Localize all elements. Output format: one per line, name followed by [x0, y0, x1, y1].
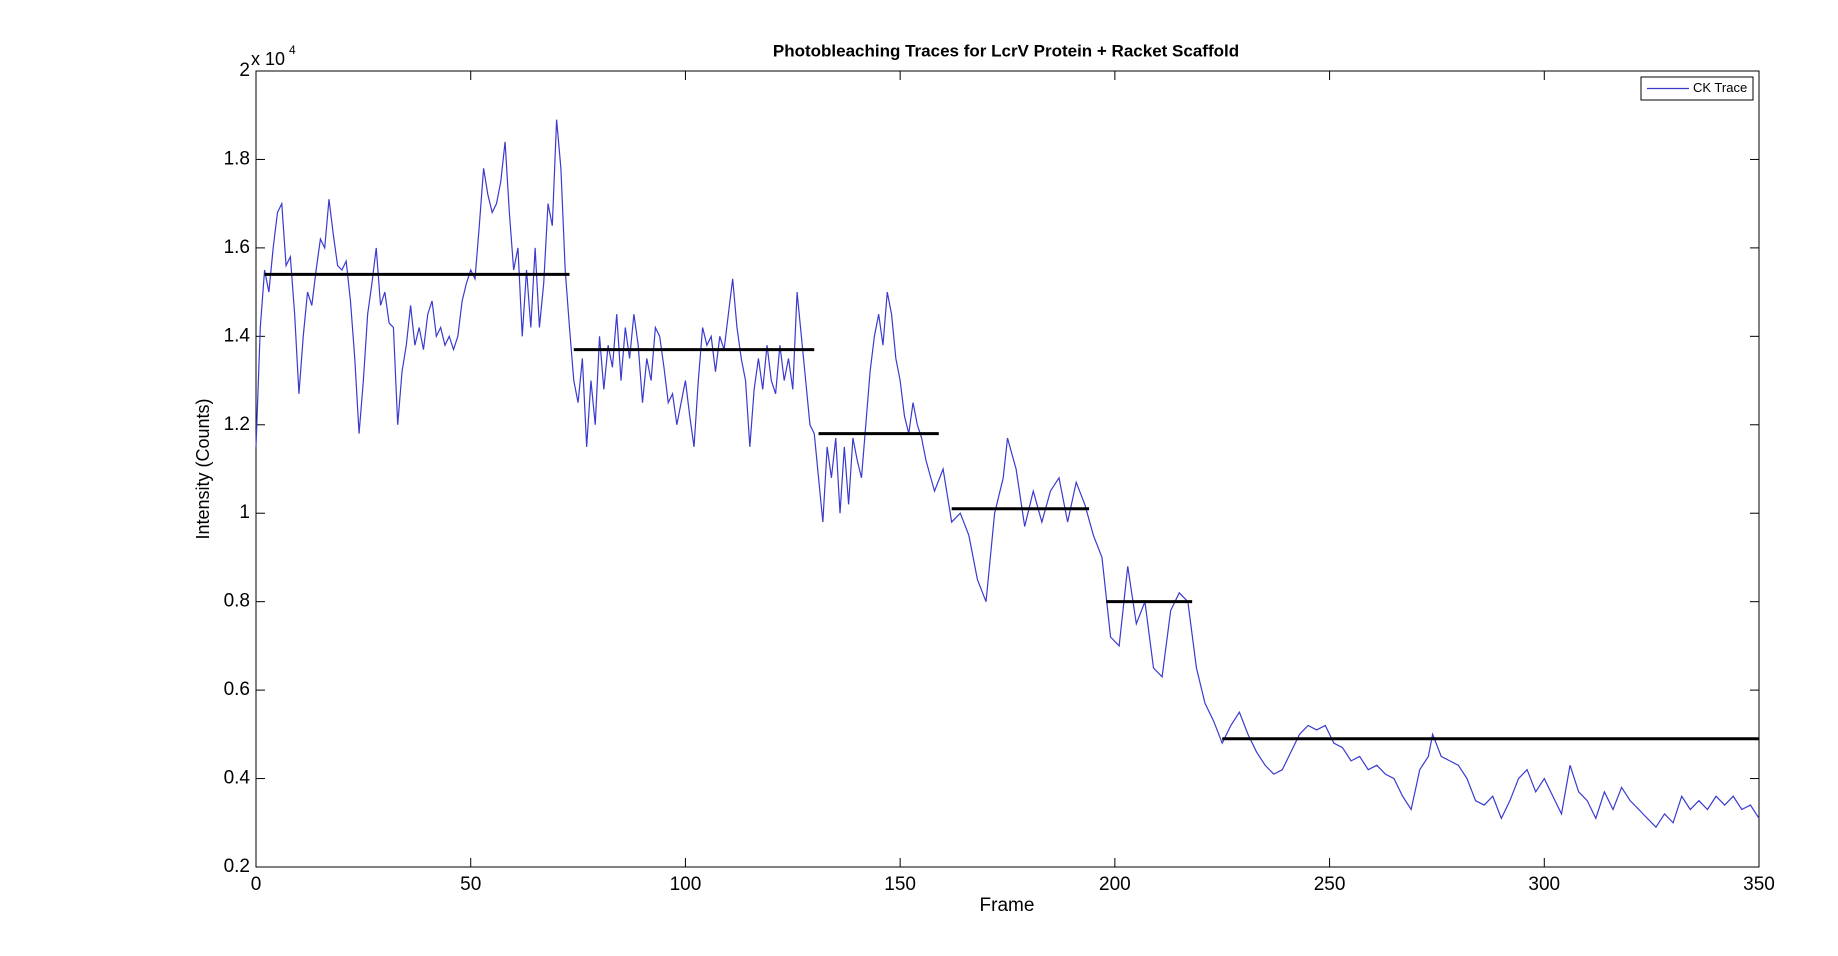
y-tick-label: 1 [239, 502, 250, 523]
x-tick-label: 100 [670, 874, 702, 895]
y-tick-label: 1.2 [224, 414, 250, 435]
chart-title: Photobleaching Traces for LcrV Protein +… [773, 41, 1239, 60]
y-axis-label: Intensity (Counts) [193, 398, 213, 539]
y-tick-label: 1.6 [224, 237, 250, 258]
legend-box [1640, 76, 1754, 101]
x-axis-label: Frame [980, 895, 1035, 916]
y-tick-label: 1.4 [224, 325, 251, 346]
x-tick-label: 350 [1743, 874, 1775, 895]
x-tick-label: 250 [1314, 874, 1346, 895]
y-tick-label: 1.8 [224, 148, 250, 169]
x-tick-label: 300 [1528, 874, 1560, 895]
trace-line [255, 119, 1760, 829]
plot-area [255, 70, 1760, 868]
y-tick-label: 0.4 [224, 768, 251, 789]
x-tick-label: 150 [884, 874, 916, 895]
x-tick-label: 0 [251, 874, 262, 895]
y-exponent-base: x 10 [251, 49, 285, 69]
legend-label: CK Trace [1693, 80, 1747, 95]
y-exponent: 4 [289, 43, 296, 57]
x-tick-label: 50 [460, 874, 481, 895]
y-tick-label: 0.8 [224, 591, 250, 612]
x-tick-label: 200 [1099, 874, 1131, 895]
y-tick-label: 2 [239, 60, 250, 81]
y-tick-label: 0.6 [224, 679, 250, 700]
y-tick-label: 0.2 [224, 856, 250, 877]
